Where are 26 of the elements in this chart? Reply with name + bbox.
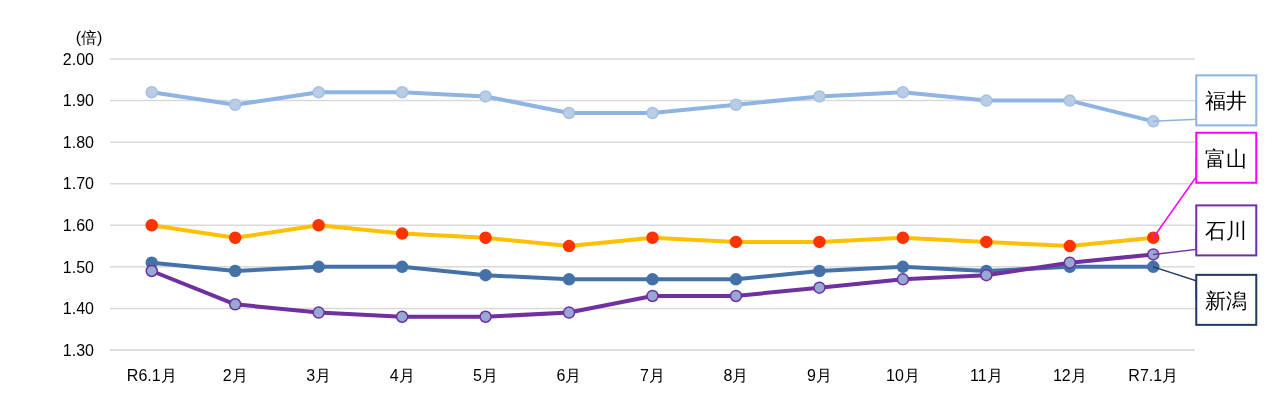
y-tick-label: 1.60	[62, 216, 95, 234]
y-tick-label: 2.00	[62, 50, 95, 68]
x-tick-label: R6.1月	[126, 367, 177, 385]
y-tick-label: 1.70	[62, 175, 95, 193]
x-tick-label: 2月	[222, 367, 248, 385]
y-tick-label: 1.40	[62, 300, 95, 318]
x-tick-label: 5月	[473, 367, 499, 385]
legend-label: 石川	[1205, 219, 1248, 243]
x-tick-label: 11月	[970, 367, 1003, 385]
x-tick-label: 8月	[723, 367, 749, 385]
x-tick-label: 10月	[885, 367, 920, 385]
x-tick-label: 4月	[389, 367, 415, 385]
text: 新潟	[1205, 288, 1248, 312]
y-tick-label: 1.50	[62, 258, 95, 276]
legend-label: 福井	[1205, 89, 1248, 113]
text: 富山	[1205, 146, 1248, 170]
x-tick-label: 6月	[556, 367, 582, 385]
y-tick-label: 1.30	[62, 341, 95, 359]
x-tick-label: 3月	[306, 367, 332, 385]
y-axis-title: (倍)	[75, 29, 103, 46]
x-tick-label: 7月	[640, 367, 665, 385]
x-tick-label: 9月	[806, 367, 832, 385]
x-tick-label: 12月	[1052, 367, 1087, 385]
y-tick-label: 1.90	[62, 92, 95, 110]
x-tick-label: R7.1月	[1128, 367, 1179, 385]
y-tick-label: 1.80	[62, 133, 95, 151]
